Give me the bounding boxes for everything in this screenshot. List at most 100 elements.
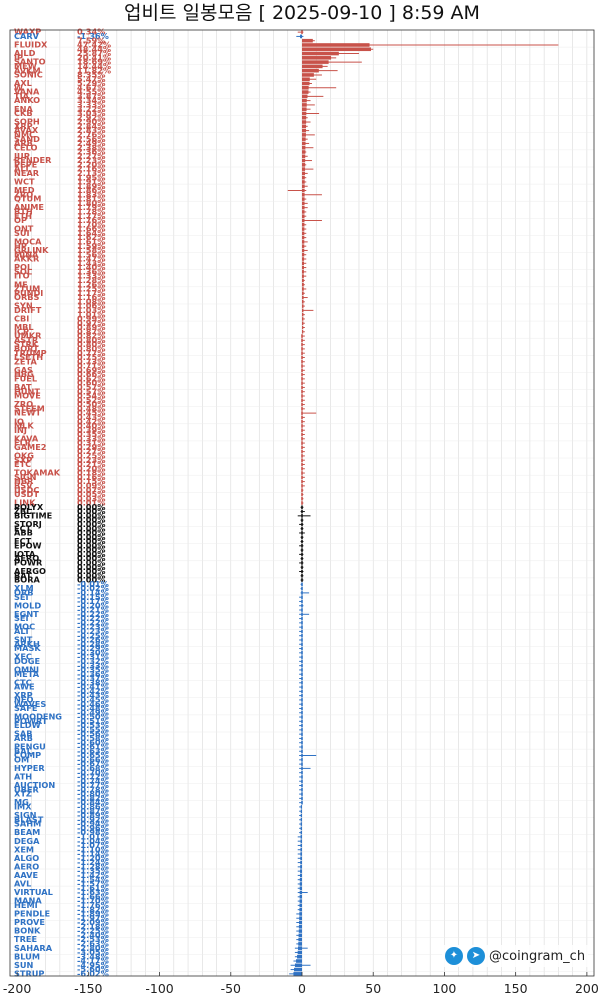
bar xyxy=(301,351,303,355)
row-name: AKKR xyxy=(14,254,40,264)
row-value-label: 2.23% xyxy=(77,155,105,165)
bar xyxy=(302,115,307,120)
bar xyxy=(302,321,304,326)
row-value-label: 3.34% xyxy=(77,95,105,105)
row-name: ZETA xyxy=(14,356,37,366)
row-value-label: -0.22% xyxy=(77,617,109,627)
row-name: ARB xyxy=(14,733,33,743)
row-name: ZTUM xyxy=(14,284,40,294)
row-value-label: 0.66% xyxy=(77,369,105,379)
bar xyxy=(301,779,303,784)
row-value-label: 2.27% xyxy=(77,151,105,161)
row-name: EGNT xyxy=(14,609,39,619)
bar xyxy=(301,749,303,754)
x-tick-label: 50 xyxy=(365,981,381,996)
row-value-label: 1.61% xyxy=(77,236,105,246)
bar xyxy=(301,445,303,450)
bar xyxy=(300,34,302,39)
row-value-label: -2.63% xyxy=(77,938,109,948)
row-name: COMP xyxy=(14,750,41,760)
row-value-label: 0.73% xyxy=(77,356,105,366)
row-value-label: -0.43% xyxy=(77,690,109,700)
bar xyxy=(301,676,303,681)
row-value-label: -0.41% xyxy=(77,682,109,692)
x-tick-label: 0 xyxy=(298,981,306,996)
row-value-label: 0.00% xyxy=(77,523,105,533)
bar xyxy=(301,723,303,728)
bar xyxy=(301,603,303,608)
row-name: USDC xyxy=(14,485,39,495)
row-name: XEC xyxy=(14,652,32,662)
row-name: NMC xyxy=(14,129,35,139)
row-value-label: 1.43% xyxy=(77,258,105,268)
bar xyxy=(299,882,302,886)
row-name: XRP xyxy=(14,690,33,700)
row-value-label: 5.47% xyxy=(77,74,105,84)
bar xyxy=(302,248,305,253)
bar xyxy=(301,411,303,415)
row-name: BIGTIME xyxy=(14,510,52,520)
row-name: CARV xyxy=(14,31,40,41)
bar xyxy=(301,608,303,612)
row-value-label: -0.14% xyxy=(77,587,109,597)
row-value-label: 1.81% xyxy=(77,194,105,204)
row-name: TIA xyxy=(14,91,30,101)
row-value-label: -0.60% xyxy=(77,737,109,747)
row-name: DRIFT xyxy=(14,305,42,315)
bar xyxy=(301,496,303,501)
row-value-label: -4.95% xyxy=(77,960,109,970)
bar xyxy=(294,967,302,972)
row-value-label: -0.98% xyxy=(77,827,109,837)
x-tick-label: 200 xyxy=(575,981,599,996)
row-value-label: 2.13% xyxy=(77,168,105,178)
row-name: ECT xyxy=(14,523,32,533)
row-value-label: 1.70% xyxy=(77,219,105,229)
row-value-label: 2.90% xyxy=(77,117,105,127)
row-value-label: -0.22% xyxy=(77,609,109,619)
row-value-label: 1.17% xyxy=(77,288,105,298)
bar xyxy=(301,522,303,527)
row-value-label: 3.87% xyxy=(77,91,105,101)
row-value-label: 0.00% xyxy=(77,536,105,546)
row-value-label: -0.53% xyxy=(77,720,109,730)
row-name: ARB xyxy=(14,138,33,148)
bar xyxy=(301,740,303,745)
row-name: ENA xyxy=(14,104,33,114)
x-tick-label: -100 xyxy=(145,981,173,996)
bar xyxy=(302,154,306,159)
row-name: HEMI xyxy=(14,900,38,910)
row-name: ALT xyxy=(14,164,30,174)
bar xyxy=(301,338,303,343)
row-value-label: -2.18% xyxy=(77,921,109,931)
bar xyxy=(302,257,305,261)
row-name: OMNI xyxy=(14,665,39,675)
bar xyxy=(301,436,303,441)
row-name: NEO xyxy=(14,695,33,705)
bar xyxy=(298,933,302,938)
row-value-label: 25.87% xyxy=(77,48,111,58)
bar xyxy=(301,569,303,574)
row-value-label: 0.99% xyxy=(77,314,105,324)
row-name: XRP xyxy=(14,121,33,131)
row-value-label: 0.80% xyxy=(77,335,105,345)
bar xyxy=(301,612,303,617)
bar xyxy=(297,954,302,959)
bar xyxy=(301,471,303,475)
x-tick-label: -200 xyxy=(3,981,31,996)
row-name: AILD xyxy=(14,48,36,58)
row-value-label: -1.76% xyxy=(77,900,109,910)
row-value-label: 1.40% xyxy=(77,262,105,272)
row-name: ETH xyxy=(14,211,32,221)
row-name: XEM xyxy=(14,844,34,854)
row-value-label: -1.28% xyxy=(77,861,109,871)
bar xyxy=(302,291,304,296)
bar xyxy=(302,282,304,287)
x-tick-label: 100 xyxy=(433,981,457,996)
bar xyxy=(301,402,303,407)
row-name: WAVES xyxy=(14,699,46,709)
row-name: AWE xyxy=(14,682,35,692)
row-value-label: 0.77% xyxy=(77,348,105,358)
bar xyxy=(300,852,302,856)
row-name: ITO xyxy=(14,271,30,281)
row-name: WAXP xyxy=(14,27,41,37)
